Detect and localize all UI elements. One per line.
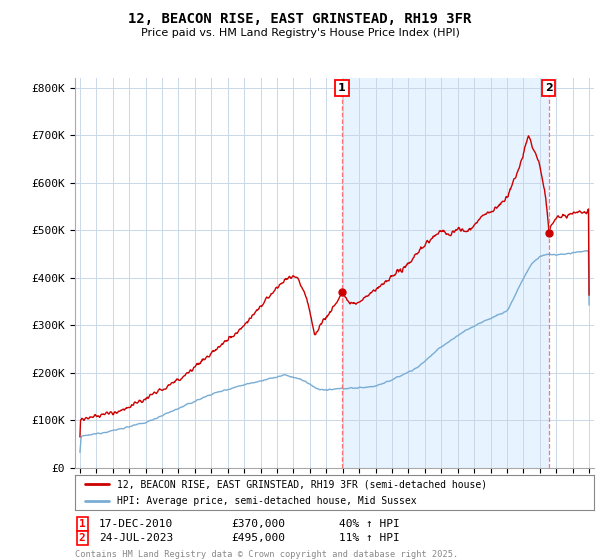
Text: 24-JUL-2023: 24-JUL-2023 (99, 533, 173, 543)
Text: 17-DEC-2010: 17-DEC-2010 (99, 519, 173, 529)
Text: 12, BEACON RISE, EAST GRINSTEAD, RH19 3FR (semi-detached house): 12, BEACON RISE, EAST GRINSTEAD, RH19 3F… (116, 479, 487, 489)
Text: HPI: Average price, semi-detached house, Mid Sussex: HPI: Average price, semi-detached house,… (116, 496, 416, 506)
Text: 2: 2 (79, 533, 86, 543)
Text: 11% ↑ HPI: 11% ↑ HPI (339, 533, 400, 543)
Text: £370,000: £370,000 (231, 519, 285, 529)
Text: 12, BEACON RISE, EAST GRINSTEAD, RH19 3FR: 12, BEACON RISE, EAST GRINSTEAD, RH19 3F… (128, 12, 472, 26)
Bar (342, 78, 549, 468)
Text: 2: 2 (545, 83, 553, 93)
Text: 40% ↑ HPI: 40% ↑ HPI (339, 519, 400, 529)
Text: Contains HM Land Registry data © Crown copyright and database right 2025.
This d: Contains HM Land Registry data © Crown c… (75, 550, 458, 560)
Text: Price paid vs. HM Land Registry's House Price Index (HPI): Price paid vs. HM Land Registry's House … (140, 28, 460, 38)
Text: £495,000: £495,000 (231, 533, 285, 543)
Text: 1: 1 (338, 83, 346, 93)
Text: 1: 1 (79, 519, 86, 529)
